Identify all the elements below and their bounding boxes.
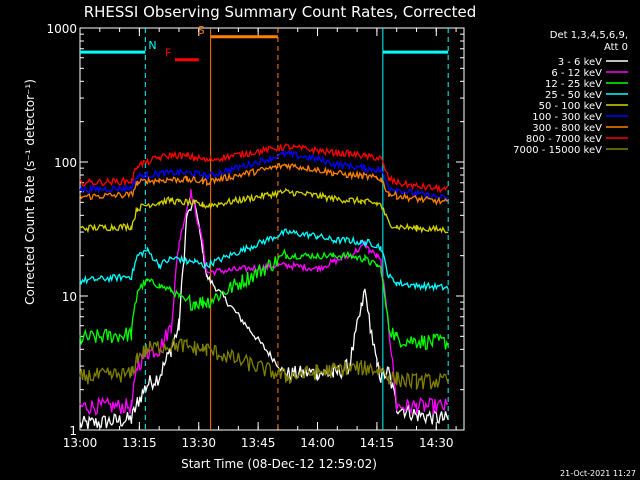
y-tick-label: 10 [62,290,77,304]
series-line-4 [79,187,449,234]
x-tick-label: 14:15 [360,436,395,450]
y-tick-label: 1 [69,424,77,438]
x-tick-label: 13:15 [122,436,157,450]
legend-label: 25 - 50 keV [545,90,602,101]
series-line-3 [79,228,449,292]
series-line-8 [79,337,449,390]
y-axis-label: Corrected Count Rate (s⁻¹ detector⁻¹) [23,79,37,305]
x-tick-label: 14:00 [300,436,335,450]
flag-label: F [165,47,171,60]
x-tick-label: 13:00 [63,436,98,450]
legend-header-line: Det 1,3,4,5,6,9, [550,30,628,41]
series-line-5 [79,149,449,203]
legend-label: 800 - 7000 keV [526,134,602,145]
y-tick-label: 100 [54,156,77,170]
flag-label: N [148,39,156,52]
legend-label: 7000 - 15000 keV [513,145,602,156]
x-tick-label: 13:45 [241,436,276,450]
legend-label: 3 - 6 keV [558,57,602,68]
series-line-0 [79,200,449,430]
legend-label: 50 - 100 keV [539,101,603,112]
footer-timestamp: 21-Oct-2021 11:27 [560,469,636,478]
series-line-6 [79,162,449,206]
x-tick-label: 13:30 [181,436,216,450]
legend-label: 6 - 12 keV [551,68,602,79]
series-line-7 [79,143,449,194]
legend-header-line: Att 0 [604,42,628,53]
x-axis-label: Start Time (08-Dec-12 12:59:02) [181,457,377,471]
plot-area: 1 10 100 1000 13:00 13:15 13:30 13:45 14:00 14:15… [46,22,465,450]
flag-label: S [198,24,205,37]
legend-label: 12 - 25 keV [545,79,602,90]
plot-frame [79,27,465,431]
legend-label: 100 - 300 keV [532,112,602,123]
y-tick-label: 1000 [46,22,77,36]
legend-label: 300 - 800 keV [532,123,602,134]
chart-title: RHESSI Observing Summary Count Rates, Co… [84,3,477,21]
x-tick-label: 14:30 [419,436,454,450]
series-line-2 [79,248,449,351]
